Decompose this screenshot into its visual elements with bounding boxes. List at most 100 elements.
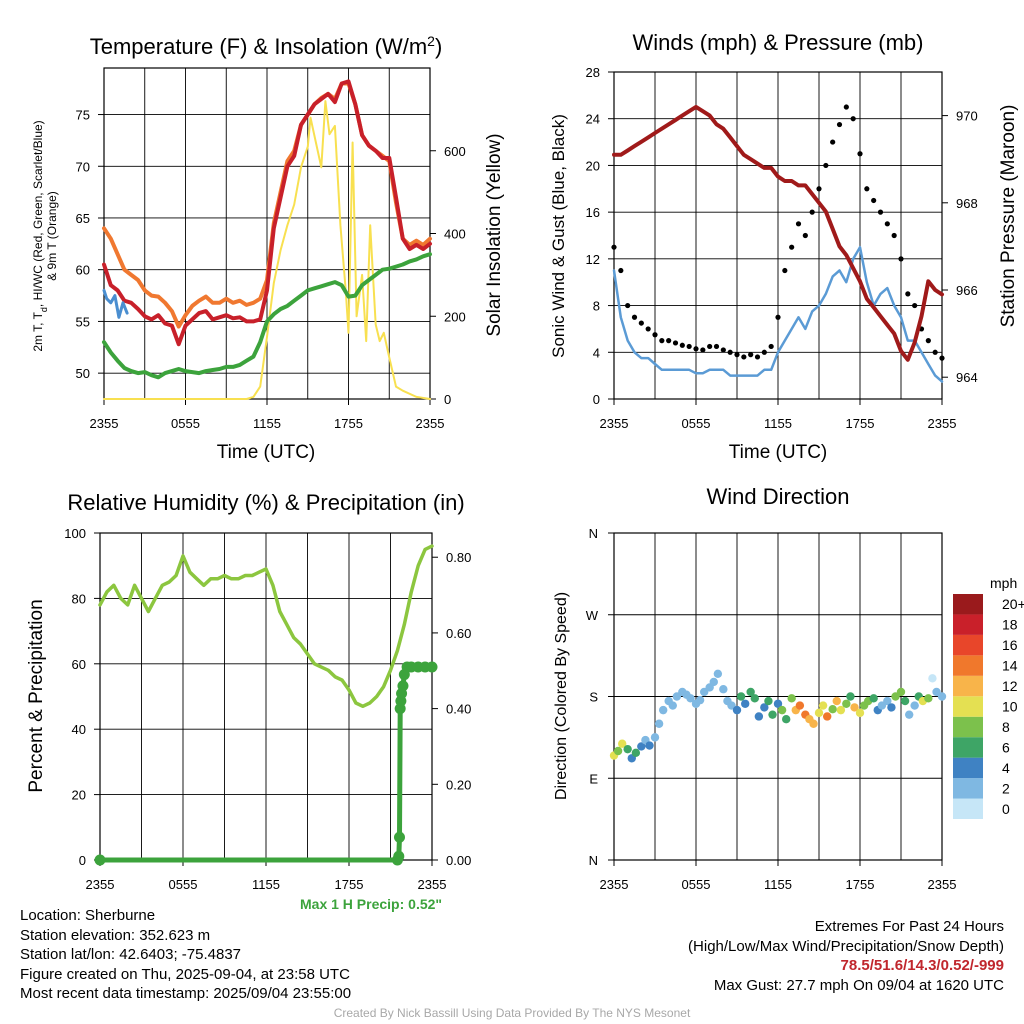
- direction-point: [818, 701, 828, 710]
- direction-point: [746, 687, 755, 697]
- legend-label: 20+: [1002, 596, 1024, 612]
- direction-point: [613, 746, 623, 756]
- temp-xtick-label: 0555: [171, 416, 200, 431]
- gust-point: [631, 314, 638, 320]
- direction-point: [855, 708, 865, 718]
- direction-point: [645, 741, 654, 750]
- dir-ytick-label: N: [589, 526, 598, 541]
- rh-xtick-label: 2355: [418, 877, 447, 892]
- speed-legend: mph 0 2 4 6 8 10 12 14 16 18 20+: [953, 575, 1024, 819]
- wind-ytick-right-label: 970: [956, 109, 978, 124]
- legend-swatch: [953, 634, 983, 656]
- wind-ytick-right-label: 964: [956, 370, 978, 385]
- direction-point: [869, 694, 878, 703]
- dir-xtick-label: 1155: [764, 877, 792, 892]
- direction-point: [782, 715, 791, 724]
- gust-point: [700, 347, 706, 353]
- temp-ytick-label: 75: [76, 108, 90, 123]
- legend-swatch: [953, 757, 983, 779]
- wind-xtick-label: 2355: [928, 416, 957, 431]
- temp-xtick-label: 1155: [253, 416, 281, 431]
- gust-point: [672, 340, 679, 346]
- gust-point: [877, 209, 884, 215]
- rh-ylabel-left: Percent & Precipitation: [26, 599, 47, 792]
- gust-point: [754, 354, 761, 360]
- gust-point: [809, 209, 815, 215]
- gust-point: [939, 355, 945, 361]
- temp-ytick-right-label: 400: [444, 227, 466, 242]
- info-created: Figure created on Thu, 2025-09-04, at 23…: [20, 965, 350, 983]
- humidity-panel: 2355 0555 1155 1755 23550204060801000.000.20…: [64, 526, 471, 892]
- extremes-legend: (High/Low/Max Wind/Precipitation/Snow De…: [688, 937, 1004, 955]
- gust-point: [611, 244, 617, 250]
- dewpoint-line: [102, 252, 432, 380]
- gust-point: [638, 320, 644, 326]
- info-latlon: Station lat/lon: 42.6403; -75.4837: [20, 946, 242, 963]
- legend-swatch: [953, 614, 983, 635]
- rh-xtick-label: 0555: [169, 877, 198, 892]
- legend-label: 18: [1002, 617, 1018, 633]
- rh-xtick-label: 2355: [86, 877, 115, 892]
- gust-point: [679, 342, 685, 348]
- direction-point: [654, 719, 664, 728]
- temperature-panel: 2355 0555 1155 1755 2355 50 55 60 65 70 75 0 200 400 6…: [76, 67, 466, 431]
- rh-ytick-label: 80: [72, 591, 86, 606]
- info-location: Location: Sherburne: [20, 907, 156, 924]
- legend-label: 0: [1002, 801, 1010, 817]
- temp-ytick-right-label: 600: [444, 144, 466, 159]
- gust-point: [727, 349, 733, 355]
- gust-point: [625, 302, 631, 309]
- gust-point: [775, 314, 781, 320]
- direction-point: [631, 748, 641, 758]
- legend-swatch: [953, 675, 983, 697]
- direction-point: [736, 692, 746, 701]
- direction-point: [713, 669, 723, 678]
- svg-text:2m T, Td, HI/WC (Red, Green, S: 2m T, Td, HI/WC (Red, Green, Scarlet/Blu…: [31, 120, 49, 351]
- legend-swatch: [953, 716, 983, 738]
- rh-ytick-label: 40: [72, 722, 86, 737]
- direction-point: [883, 696, 892, 706]
- direction-point: [773, 699, 783, 708]
- dir-title: Wind Direction: [706, 484, 849, 509]
- rh-ytick-right-label: 0.20: [446, 777, 471, 792]
- legend-swatch: [953, 696, 983, 717]
- direction-point: [787, 694, 796, 703]
- max-gust: Max Gust: 27.7 mph On 09/04 at 1620 UTC: [713, 976, 1004, 994]
- direction-point: [754, 712, 764, 721]
- solar-insolation-line: [103, 100, 431, 400]
- legend-label: 6: [1002, 739, 1010, 755]
- gust-point: [693, 346, 699, 352]
- extremes-info: Extremes For Past 24 Hours (High/Low/Max…: [688, 917, 1004, 995]
- direction-point: [928, 674, 937, 683]
- direction-point: [623, 744, 632, 754]
- gust-point: [905, 291, 911, 297]
- info-timestamp: Most recent data timestamp: 2025/09/04 2…: [20, 985, 352, 1002]
- wind-panel: 2355 0555 1155 1755 235504812162024289649669…: [586, 65, 978, 431]
- wind-xlabel: Time (UTC): [729, 442, 828, 463]
- direction-point: [924, 694, 933, 703]
- precipitation-point: [426, 661, 438, 673]
- gust-point: [713, 343, 720, 350]
- gust-point: [864, 186, 870, 192]
- max-precip-label: Max 1 H Precip: 0.52": [300, 896, 443, 912]
- dir-ytick-label: W: [586, 608, 599, 623]
- precipitation-point: [393, 831, 405, 843]
- direction-point: [760, 703, 769, 712]
- gust-point: [686, 343, 692, 350]
- rh-xtick-label: 1155: [252, 877, 280, 892]
- precipitation-point: [393, 850, 405, 862]
- direction-point: [937, 692, 947, 701]
- rh-ytick-label: 0: [79, 853, 86, 868]
- dir-ytick-label: N: [589, 853, 598, 868]
- gust-point: [823, 162, 829, 169]
- wind-ytick-right-label: 968: [956, 196, 978, 211]
- dir-xtick-label: 2355: [928, 877, 957, 892]
- direction-point: [832, 696, 841, 706]
- extremes-values: 78.5/51.6/14.3/0.52/-999: [840, 957, 1004, 974]
- direction-point: [719, 685, 728, 694]
- temp-xtick-label: 2355: [90, 416, 119, 431]
- gust-point: [666, 338, 672, 344]
- direction-point: [846, 692, 855, 701]
- gust-point: [782, 267, 788, 274]
